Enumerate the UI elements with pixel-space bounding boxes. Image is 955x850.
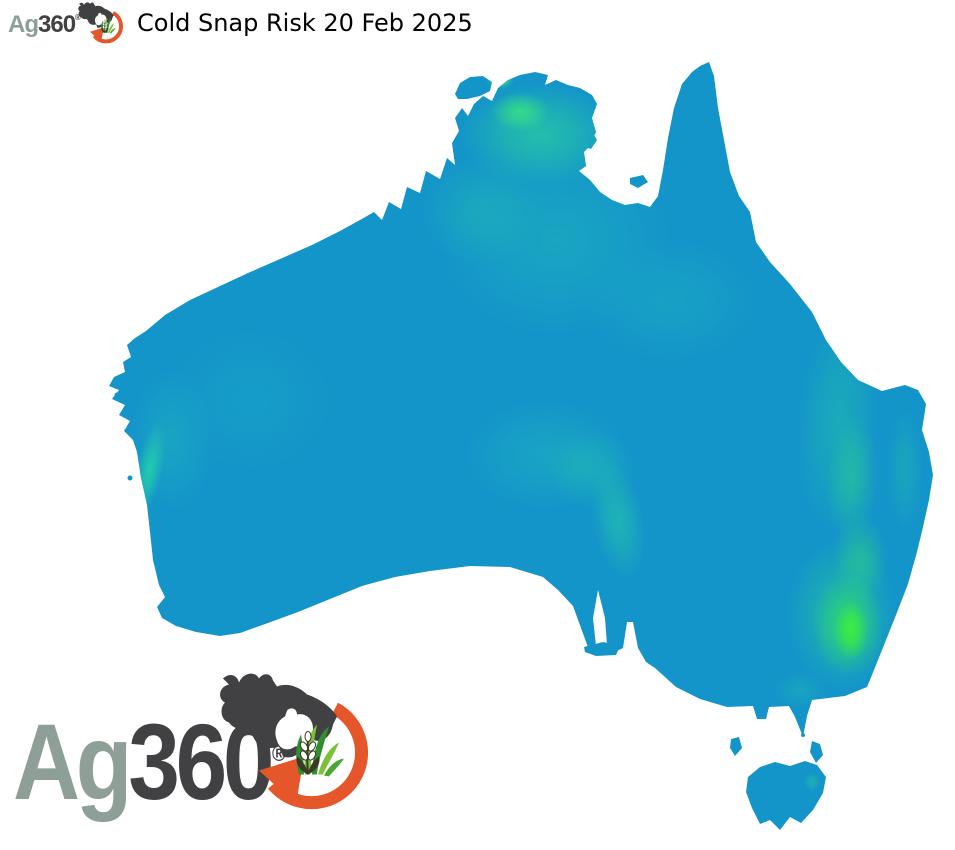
risk-hotspot-cobourg-bright — [486, 71, 514, 89]
risk-hotspot-gascoyne-tinge — [170, 330, 330, 470]
risk-hotspot-cairns-coast-high — [759, 210, 781, 254]
risk-hotspot-nsw-northern-tablelands — [825, 415, 879, 545]
brand-prefix: Ag — [8, 11, 39, 38]
footer-brand-mark — [207, 662, 377, 848]
brand-suffix: 360 — [38, 11, 76, 38]
risk-hotspot-snowy-mountains-core — [834, 600, 868, 660]
risk-hotspot-gippsland-tinge — [775, 672, 825, 708]
risk-hotspot-cairns-core — [763, 216, 775, 240]
risk-hotspot-tasmania-east-tinge — [804, 772, 820, 792]
risk-hotspot-qld-gulf-inland — [585, 240, 755, 360]
page-title: Cold Snap Risk 20 Feb 2025 — [137, 9, 473, 37]
brand-prefix: Ag — [13, 701, 133, 822]
risk-hotspot-top-end-core — [490, 92, 550, 132]
risk-layer — [130, 71, 923, 792]
registered-mark: ® — [75, 13, 81, 22]
risk-hotspot-victoria-river-district — [420, 155, 540, 265]
header-brand-logo: Ag360® — [8, 13, 81, 37]
risk-hotspot-qld-se-coast-tinge — [887, 410, 923, 530]
risk-hotspot-flinders-ranges — [590, 460, 646, 580]
risk-hotspot-mackay-coast — [823, 284, 843, 302]
header-brand-mark — [74, 0, 126, 55]
